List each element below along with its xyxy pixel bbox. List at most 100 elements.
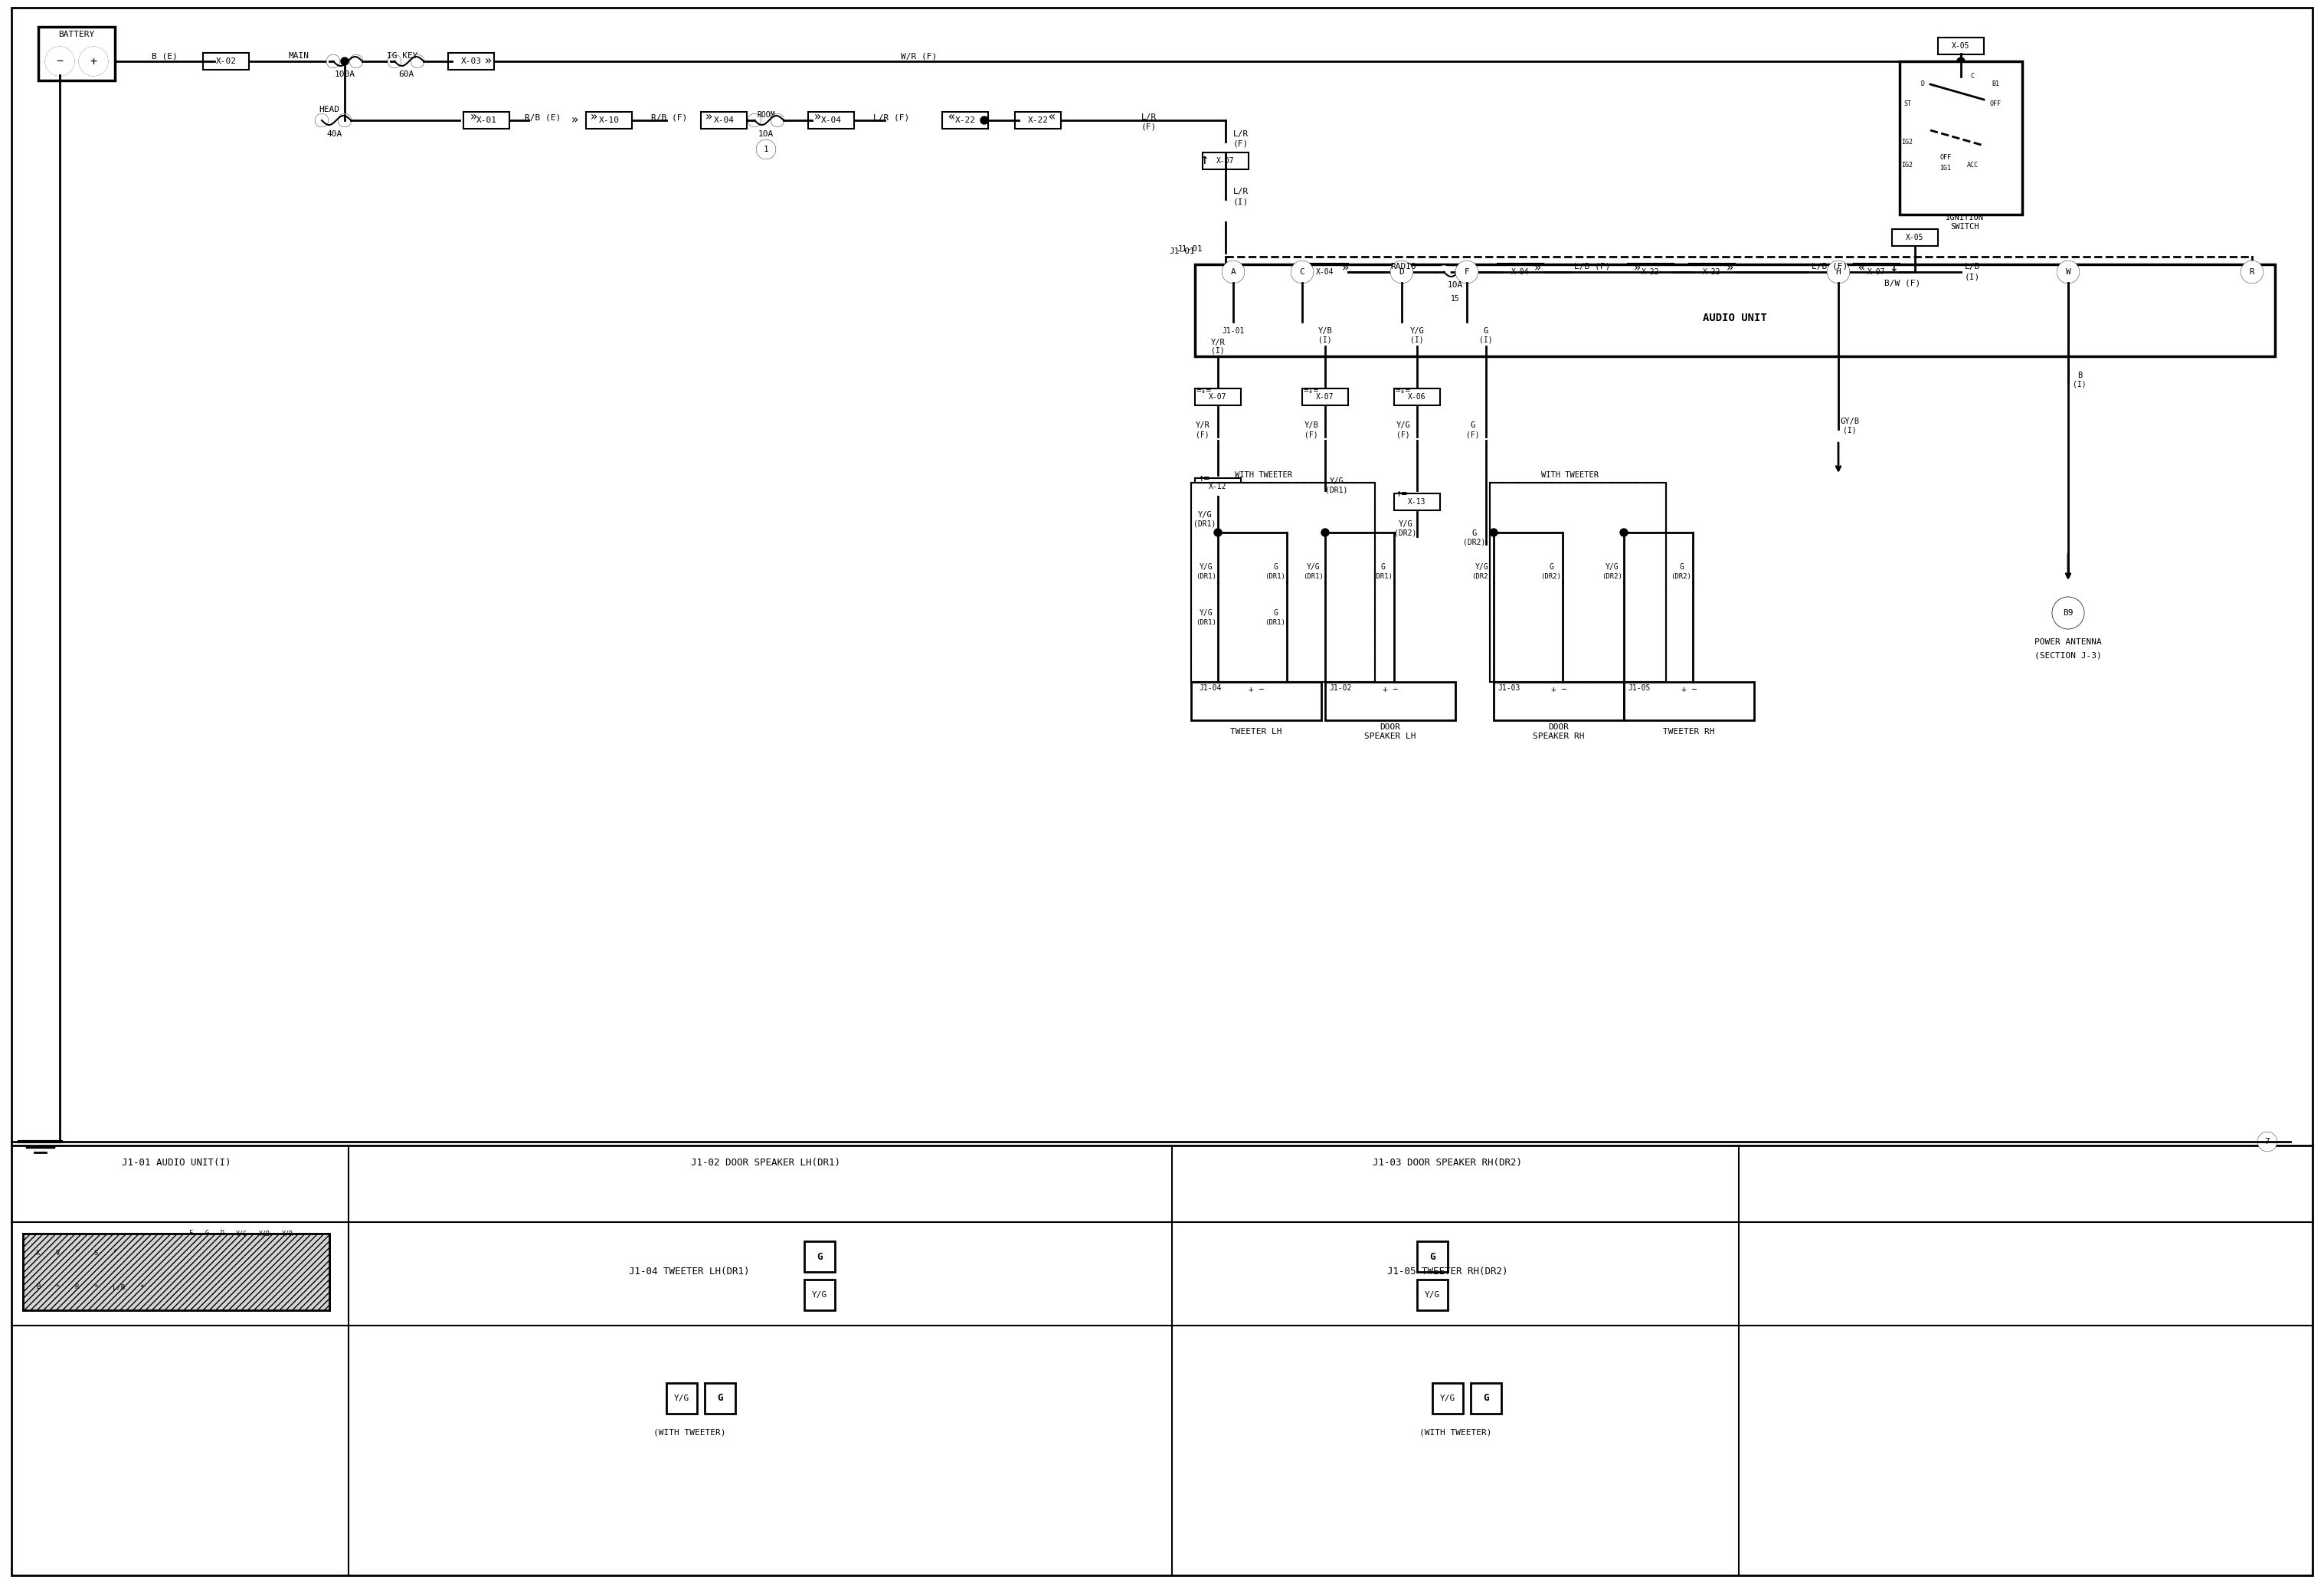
Text: R: R (2250, 268, 2254, 275)
Bar (809, 112, 855, 128)
Text: W: W (2066, 268, 2071, 275)
Text: *: * (74, 1249, 79, 1257)
Text: J1-01: J1-01 (1222, 328, 1243, 336)
Text: (I): (I) (1411, 336, 1425, 344)
Text: POWER ANTENNA: POWER ANTENNA (2034, 638, 2101, 646)
Circle shape (1213, 529, 1222, 537)
Bar (1301, 264, 1348, 280)
Text: (I): (I) (1211, 347, 1225, 355)
Text: (I): (I) (1843, 427, 1857, 434)
Circle shape (1292, 261, 1313, 283)
Bar (804, 1279, 834, 1311)
Bar (1394, 388, 1441, 405)
Text: (F): (F) (1197, 431, 1208, 438)
Text: (DR2): (DR2) (1671, 573, 1692, 579)
Text: +: + (91, 55, 98, 66)
Bar (1494, 682, 1624, 720)
Text: X-04: X-04 (713, 117, 734, 123)
Bar (1938, 38, 1985, 54)
Text: H: H (1836, 268, 1841, 275)
Circle shape (316, 114, 328, 127)
Text: Y/G: Y/G (811, 1292, 827, 1298)
Text: DOOR
SPEAKER RH: DOOR SPEAKER RH (1534, 723, 1585, 739)
Circle shape (2259, 1132, 2278, 1151)
Text: X: X (37, 1249, 40, 1257)
Circle shape (2052, 598, 2085, 628)
Text: X-07: X-07 (1215, 157, 1234, 165)
Text: «: « (1857, 263, 1864, 274)
Text: ST: ST (1903, 100, 1910, 108)
Text: Y/G: Y/G (1411, 328, 1425, 336)
Text: W/R (F): W/R (F) (902, 52, 937, 60)
Circle shape (1439, 266, 1450, 279)
Text: G: G (205, 1230, 209, 1236)
Text: TWEETER LH: TWEETER LH (1229, 728, 1283, 736)
Text: X-04: X-04 (1511, 268, 1529, 275)
Circle shape (339, 114, 351, 127)
Text: =↓=: =↓= (1394, 386, 1411, 394)
Bar (1016, 112, 1060, 128)
Bar (1497, 264, 1543, 280)
Text: B/W (F): B/W (F) (1885, 280, 1920, 288)
Circle shape (1620, 529, 1627, 537)
Text: 15: 15 (1450, 294, 1459, 302)
Text: J1-02: J1-02 (1329, 684, 1353, 692)
Bar (667, 1384, 697, 1414)
Circle shape (411, 55, 423, 68)
Text: »: » (469, 111, 476, 123)
Text: (SECTION J-3): (SECTION J-3) (2034, 651, 2101, 659)
Bar (702, 112, 746, 128)
Text: TWEETER RH: TWEETER RH (1664, 728, 1715, 736)
Text: (DR1): (DR1) (1304, 573, 1325, 579)
Text: C: C (1971, 73, 1975, 81)
Text: Y/B: Y/B (1318, 328, 1332, 336)
Text: G: G (718, 1393, 723, 1403)
Text: X-12: X-12 (1208, 483, 1227, 491)
Text: X-10: X-10 (600, 117, 618, 123)
Bar (1192, 682, 1322, 720)
Text: X-04: X-04 (1315, 268, 1334, 275)
Bar (1490, 483, 1666, 682)
Text: L/R (F): L/R (F) (874, 114, 909, 120)
Circle shape (328, 55, 339, 68)
Circle shape (1827, 261, 1850, 283)
Text: G: G (816, 1252, 823, 1262)
Text: Y/G: Y/G (1329, 478, 1343, 484)
Text: (DR1): (DR1) (1264, 619, 1285, 625)
Text: HEAD: HEAD (318, 106, 339, 114)
Text: *: * (56, 1284, 60, 1290)
Text: =↓=: =↓= (1197, 386, 1211, 394)
Text: 10A: 10A (1448, 282, 1464, 288)
Circle shape (342, 57, 349, 65)
Bar (1301, 388, 1348, 405)
Text: RADIO: RADIO (1390, 263, 1415, 271)
Text: (I): (I) (2073, 382, 2087, 388)
Bar (1192, 483, 1376, 682)
Text: F: F (1464, 268, 1469, 275)
Text: Y/G: Y/G (674, 1395, 690, 1403)
Bar (37, 27, 114, 81)
Bar (462, 112, 509, 128)
Text: L/B (F): L/B (F) (1810, 263, 1848, 271)
Circle shape (1392, 261, 1413, 283)
Text: Y/G: Y/G (1425, 1292, 1441, 1298)
Bar (1899, 62, 2022, 215)
Text: Y/G: Y/G (1397, 421, 1411, 429)
Text: Y/G: Y/G (1197, 511, 1213, 519)
Text: »: » (572, 114, 579, 127)
Circle shape (1457, 261, 1478, 283)
Circle shape (79, 47, 107, 74)
Text: Y/G: Y/G (1199, 609, 1213, 617)
Text: G: G (1483, 328, 1487, 336)
Text: OFF: OFF (1941, 154, 1952, 160)
Text: IG2: IG2 (1901, 161, 1913, 168)
Text: X-05: X-05 (1952, 43, 1971, 49)
Bar (1195, 388, 1241, 405)
Text: OFF: OFF (1989, 100, 2001, 108)
Bar (202, 52, 249, 70)
Text: AUDIO UNIT: AUDIO UNIT (1703, 312, 1766, 323)
Text: Y/R: Y/R (281, 1230, 293, 1236)
Text: BATTERY: BATTERY (58, 30, 95, 38)
Circle shape (1222, 261, 1243, 283)
Text: DOOR
SPEAKER LH: DOOR SPEAKER LH (1364, 723, 1415, 739)
